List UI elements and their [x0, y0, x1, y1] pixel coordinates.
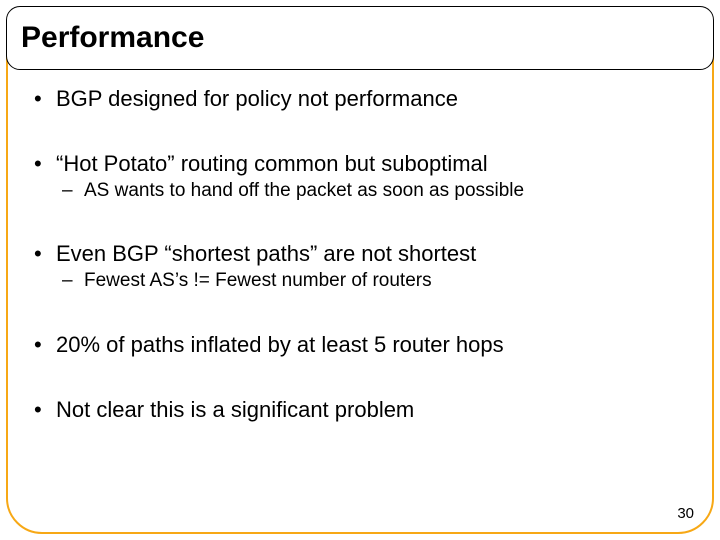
slide-title: Performance — [21, 21, 204, 55]
bullet-dot-icon: • — [34, 397, 56, 422]
bullet-text: 20% of paths inflated by at least 5 rout… — [56, 332, 504, 357]
bullet-text: “Hot Potato” routing common but suboptim… — [56, 151, 488, 176]
bullet-item: • Even BGP “shortest paths” are not shor… — [34, 241, 686, 266]
bullet-item: • “Hot Potato” routing common but subopt… — [34, 151, 686, 176]
bullet-dash-icon: – — [62, 270, 84, 292]
sub-bullet-item: – AS wants to hand off the packet as soo… — [62, 180, 686, 202]
bullet-group: • “Hot Potato” routing common but subopt… — [34, 151, 686, 201]
bullet-text: Even BGP “shortest paths” are not shorte… — [56, 241, 476, 266]
page-number: 30 — [677, 505, 694, 522]
bullet-text: Not clear this is a significant problem — [56, 397, 414, 422]
bullet-item: • Not clear this is a significant proble… — [34, 397, 686, 422]
slide-content: • BGP designed for policy not performanc… — [34, 86, 686, 422]
bullet-dot-icon: • — [34, 86, 56, 111]
sub-bullet-text: AS wants to hand off the packet as soon … — [84, 180, 524, 202]
bullet-dot-icon: • — [34, 241, 56, 266]
sub-bullet-item: – Fewest AS’s != Fewest number of router… — [62, 270, 686, 292]
bullet-item: • BGP designed for policy not performanc… — [34, 86, 686, 111]
title-box: Performance — [6, 6, 714, 70]
bullet-item: • 20% of paths inflated by at least 5 ro… — [34, 332, 686, 357]
bullet-group: • Even BGP “shortest paths” are not shor… — [34, 241, 686, 291]
bullet-dot-icon: • — [34, 151, 56, 176]
sub-bullet-text: Fewest AS’s != Fewest number of routers — [84, 270, 432, 292]
bullet-dot-icon: • — [34, 332, 56, 357]
bullet-text: BGP designed for policy not performance — [56, 86, 458, 111]
bullet-dash-icon: – — [62, 180, 84, 202]
